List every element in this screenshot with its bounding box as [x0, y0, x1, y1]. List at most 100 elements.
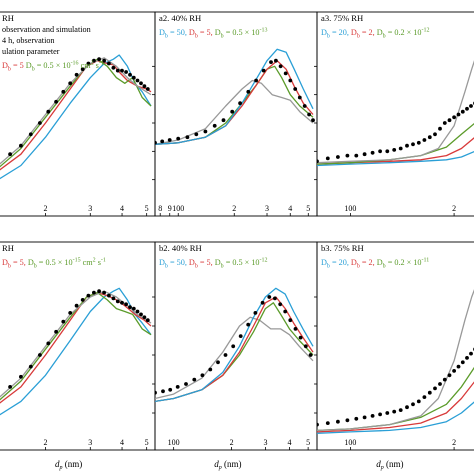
observation-point	[238, 334, 243, 338]
observation-point	[411, 402, 415, 407]
series-line-red	[155, 60, 314, 145]
x-tick-label: 9	[168, 204, 172, 213]
observation-point	[317, 422, 319, 427]
observation-point	[74, 72, 79, 77]
observation-point	[447, 118, 452, 123]
observation-point	[19, 143, 23, 148]
observation-point	[176, 136, 181, 141]
observation-point	[460, 109, 465, 114]
observation-point	[311, 118, 315, 123]
observation-point	[246, 89, 251, 94]
legend-line: observation and simulation	[2, 25, 91, 34]
plot-area	[155, 48, 315, 145]
observation-point	[97, 289, 101, 294]
observation-point	[120, 68, 124, 73]
observation-point	[145, 318, 150, 323]
observation-point	[128, 72, 132, 77]
observation-point	[398, 146, 403, 151]
observation-point	[269, 60, 273, 64]
params-line: Db = 5, Db = 0.5 × 10-15 cm2 s-1	[2, 258, 106, 270]
observation-point	[433, 386, 437, 391]
observation-point	[273, 296, 277, 301]
observation-point	[86, 293, 91, 298]
param-green: Db = 0.5 × 10-12	[213, 258, 268, 270]
observation-point	[427, 390, 432, 395]
observation-point	[86, 61, 91, 66]
observation-point	[28, 132, 33, 137]
param-red: Db = 2,	[349, 258, 375, 270]
panel-a2: 8 9 100 2 3 4 5 a2. 40% RH Db = 50, Db = 5, Db =…	[154, 11, 318, 217]
observation-point	[422, 395, 427, 399]
series-line-red	[317, 381, 474, 433]
series-line-red	[0, 291, 152, 404]
series-line-green	[155, 65, 314, 145]
observation-point	[111, 65, 116, 70]
observation-point	[452, 115, 456, 120]
observation-point	[54, 99, 58, 104]
observation-point	[128, 305, 132, 309]
observation-point	[19, 374, 23, 379]
params-line: Db = 20, Db = 2, Db = 0.2 × 10-12	[321, 28, 430, 40]
observation-point	[438, 382, 442, 386]
panel-b1: 2 3 4 5 RH Db = 5, Db = 0.5 × 10-15 cm2 s-1	[0, 241, 156, 451]
series-line-initial	[317, 289, 474, 432]
observation-point	[283, 309, 288, 314]
observation-point	[221, 118, 226, 123]
x-tick-label: 2	[230, 438, 234, 447]
panel-title: a2. 40% RH	[159, 13, 201, 23]
series-line-initial	[0, 57, 152, 165]
observation-point	[223, 353, 228, 357]
observation-point	[155, 390, 157, 395]
observation-point	[378, 149, 382, 154]
observation-point	[203, 129, 208, 134]
observation-point	[115, 299, 120, 304]
param-blue: Db = 20,	[321, 258, 349, 270]
x-axis-label: dp (nm)	[55, 459, 82, 471]
observation-point	[416, 140, 421, 145]
observation-point	[465, 356, 469, 360]
observation-point	[102, 58, 106, 63]
param-blue: Db = 50,	[159, 28, 187, 40]
x-tick-label: 4	[120, 438, 124, 447]
observation-point	[61, 89, 66, 94]
observation-point	[293, 327, 298, 331]
x-tick-label: 2	[44, 204, 48, 213]
observation-point	[160, 139, 165, 144]
observation-point	[307, 112, 311, 117]
observation-point	[46, 341, 51, 346]
param-blue: Db = 50,	[159, 258, 187, 270]
observation-point	[68, 81, 73, 86]
x-tick-label: 5	[145, 204, 149, 213]
x-tick-label: 2	[452, 204, 456, 213]
param-red: Db = 5,	[187, 28, 213, 40]
observation-point	[288, 318, 293, 323]
param-red: Db = 2,	[349, 28, 375, 40]
observation-point	[378, 412, 382, 417]
param-blue: Db = 20,	[321, 28, 349, 40]
x-tick-label: 5	[306, 438, 310, 447]
panel-title: b3. 75% RH	[321, 243, 364, 253]
observation-point	[278, 302, 283, 307]
x-tick-label: 5	[145, 438, 149, 447]
plot-area	[0, 54, 152, 180]
plot-area	[0, 287, 152, 416]
observation-point	[161, 389, 165, 394]
observation-point	[238, 101, 243, 106]
panel-b2: 100 2 3 4 5 b2. 40% RH Db = 50, Db = 5, Db = 0…	[154, 241, 318, 451]
observation-point	[230, 109, 235, 114]
param-green: Db = 0.2 × 10-12	[375, 28, 430, 40]
observation-point	[135, 309, 140, 314]
observation-point	[115, 68, 120, 73]
series-line-initial	[0, 290, 152, 398]
observation-point	[298, 335, 303, 340]
series-line-blue	[317, 151, 474, 167]
observation-point	[107, 61, 111, 66]
observation-point	[107, 293, 111, 298]
observation-point	[283, 71, 288, 76]
series-line-blue	[155, 48, 314, 145]
observation-point	[422, 138, 427, 142]
observation-point	[469, 104, 473, 108]
observation-point	[175, 385, 180, 389]
observation-point	[68, 311, 73, 315]
